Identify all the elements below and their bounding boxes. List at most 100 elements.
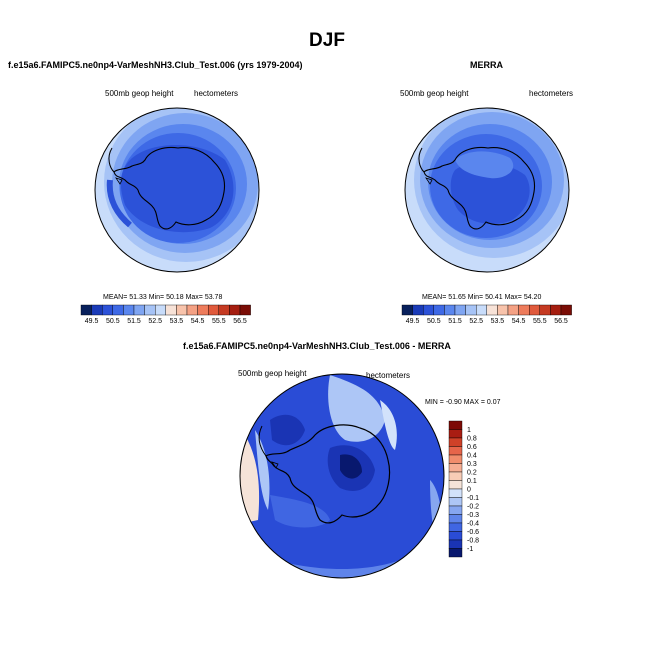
panel3-units-label: hectometers (366, 371, 411, 380)
panel3-min-value: -0.90 (445, 399, 462, 406)
panel3-max-label: MAX = (463, 399, 485, 406)
colorbar-tick-label: 54.5 (191, 318, 205, 325)
panel2-variable-label: 500mb geop height (400, 89, 469, 98)
colorbar-swatch (101, 304, 113, 316)
colorbar-tick-label: 0.3 (467, 461, 477, 468)
colorbar-swatch (497, 304, 509, 316)
colorbar-swatch (197, 304, 209, 316)
panel1-polar-map (95, 108, 259, 272)
colorbar-swatch (80, 304, 92, 316)
colorbar-swatch (507, 304, 519, 316)
colorbar-tick-label: 55.5 (212, 318, 226, 325)
field-band (455, 151, 514, 179)
panel2-min-value: 50.41 (485, 294, 503, 301)
panel1-island-outline (115, 177, 123, 185)
colorbar-swatch (448, 454, 463, 464)
colorbar-swatch (550, 304, 562, 316)
colorbar-swatch (465, 304, 477, 316)
panel2-max-label: Max= (504, 294, 522, 301)
colorbar-tick-label: -0.3 (467, 512, 479, 519)
colorbar-swatch (560, 304, 572, 316)
colorbar-tick-label: 54.5 (512, 318, 526, 325)
panel1-max-label: Max= (185, 294, 203, 301)
colorbar-tick-label: 53.5 (491, 318, 505, 325)
field-band-low (120, 145, 234, 233)
colorbar-swatch (448, 471, 463, 481)
panel2-max-value: 54.20 (523, 294, 542, 301)
panel1-variable-label: 500mb geop height (105, 89, 174, 98)
panel3-polar-map (240, 374, 444, 578)
panel3-min-label: MIN = (425, 399, 444, 406)
panel1-units-label: hectometers (194, 89, 239, 98)
colorbar-swatch (133, 304, 145, 316)
colorbar-swatch (412, 304, 424, 316)
panel1-mean-value: 51.33 (129, 294, 147, 301)
panel1-min-label: Min= (148, 294, 165, 301)
panel3-antarctica-outline (265, 424, 391, 524)
colorbar-swatch (448, 505, 463, 515)
panel3-variable-label: 500mb geop height (238, 369, 307, 378)
colorbar-swatch (448, 531, 463, 541)
panel1-colorbar: 49.5 50.5 51.5 52.5 53.5 54.5 55.5 56.5 (80, 304, 251, 325)
colorbar-tick-label: 0.2 (467, 470, 477, 477)
colorbar-tick-label: 53.5 (170, 318, 184, 325)
diff-band-min (340, 454, 362, 479)
colorbar-tick-label: 0.8 (467, 436, 477, 443)
colorbar-swatch (401, 304, 413, 316)
panel2-min-label: Min= (467, 294, 484, 301)
colorbar-tick-label: 50.5 (106, 318, 120, 325)
colorbar-tick-label: 52.5 (148, 318, 162, 325)
colorbar-swatch (448, 514, 463, 524)
colorbar-swatch (165, 304, 177, 316)
colorbar-tick-label: -0.8 (467, 538, 479, 545)
panel3-map-border (239, 373, 445, 579)
colorbar-swatch (448, 488, 463, 498)
panel2-mean-value: 51.65 (448, 294, 466, 301)
colorbar-swatch (186, 304, 198, 316)
colorbar-tick-label: -0.4 (467, 521, 479, 528)
panel2-colorbar: 49.5 50.5 51.5 52.5 53.5 54.5 55.5 56.5 (401, 304, 572, 325)
panel3-max-value: 0.07 (486, 399, 501, 406)
panel1-title: f.e15a6.FAMIPC5.ne0np4-VarMeshNH3.Club_T… (8, 60, 303, 70)
colorbar-swatch (448, 539, 463, 549)
colorbar-swatch (448, 522, 463, 532)
field-band-low (106, 179, 132, 228)
colorbar-tick-label: 51.5 (448, 318, 462, 325)
colorbar-tick-label: -1 (467, 546, 473, 553)
colorbar-swatch (448, 463, 463, 473)
colorbar-tick-label: 52.5 (469, 318, 483, 325)
panel1-map-border (94, 107, 260, 273)
colorbar-swatch (448, 446, 463, 456)
figure-title: DJF (309, 30, 345, 51)
colorbar-tick-label: -0.2 (467, 504, 479, 511)
panel1-stats: MEAN= 51.33 Min= 50.18 Max= 53.78 (103, 294, 222, 301)
colorbar-swatch (454, 304, 466, 316)
diff-band (260, 555, 402, 578)
panel3-island-outline (271, 461, 279, 469)
colorbar-swatch (91, 304, 103, 316)
colorbar-swatch (123, 304, 135, 316)
panel2-polar-map (405, 108, 569, 272)
panel2-title: MERRA (470, 60, 503, 70)
colorbar-tick-label: -0.1 (467, 495, 479, 502)
colorbar-swatch (448, 420, 463, 430)
colorbar-swatch (218, 304, 230, 316)
colorbar-swatch (154, 304, 166, 316)
colorbar-tick-label: 55.5 (533, 318, 547, 325)
diff-band (380, 400, 397, 450)
colorbar-swatch (207, 304, 219, 316)
colorbar-swatch (112, 304, 124, 316)
colorbar-swatch (239, 304, 251, 316)
panel2-island-outline (425, 177, 433, 185)
colorbar-swatch (448, 480, 463, 490)
panel2-peninsula-outline (418, 147, 425, 173)
panel1-peninsula-outline (108, 147, 115, 173)
colorbar-tick-label: 56.5 (233, 318, 247, 325)
colorbar-swatch (229, 304, 241, 316)
colorbar-swatch (539, 304, 551, 316)
diff-band-low (270, 414, 305, 446)
colorbar-swatch (448, 548, 463, 558)
colorbar-swatch (444, 304, 456, 316)
colorbar-tick-label: 49.5 (406, 318, 420, 325)
